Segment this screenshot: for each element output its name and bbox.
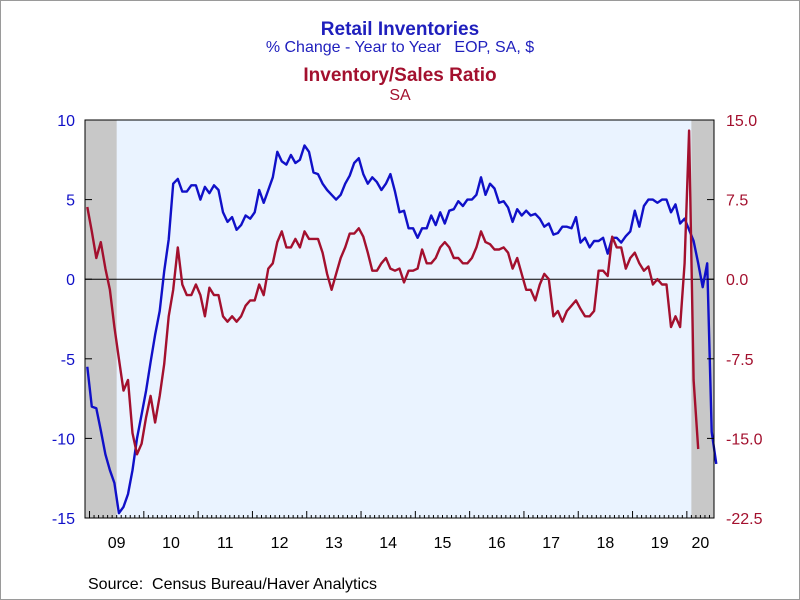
source-note: Source: Census Bureau/Haver Analytics — [88, 576, 378, 593]
plot-border — [84, 119, 715, 519]
right-y-tick-label: -7.5 — [726, 352, 754, 369]
right-y-tick-label: -15.0 — [726, 431, 763, 448]
x-tick-label: 12 — [271, 535, 289, 552]
chart-subtitle-primary: % Change - Year to Year EOP, SA, $ — [265, 39, 535, 56]
recession-band-2 — [691, 120, 714, 518]
right-y-tick-label: 7.5 — [726, 193, 748, 210]
recession-band-1 — [85, 120, 117, 518]
left-y-tick-label: 5 — [66, 193, 75, 210]
x-tick-label: 19 — [651, 535, 669, 552]
chart-title-secondary: Inventory/Sales Ratio — [303, 65, 497, 86]
right-y-tick-label: -22.5 — [726, 511, 763, 528]
x-tick-label: 14 — [379, 535, 397, 552]
series-line-2 — [86, 129, 700, 456]
right-y-tick-label: 0.0 — [726, 272, 748, 289]
left-y-tick-label: 0 — [66, 272, 75, 289]
left-y-tick-label: -10 — [52, 431, 75, 448]
x-tick-label: 18 — [596, 535, 614, 552]
x-tick-label: 10 — [162, 535, 180, 552]
x-tick-label: 17 — [542, 535, 560, 552]
x-tick-label: 15 — [434, 535, 452, 552]
left-y-tick-label: -15 — [52, 511, 75, 528]
x-tick-label: 13 — [325, 535, 343, 552]
x-tick-label: 09 — [108, 535, 126, 552]
x-tick-label: 16 — [488, 535, 506, 552]
chart-title-primary: Retail Inventories — [320, 19, 480, 40]
chart-subtitle-secondary: SA — [389, 87, 411, 104]
left-y-tick-label: -5 — [61, 352, 75, 369]
right-y-tick-label: 15.0 — [726, 113, 757, 130]
left-y-tick-label: 10 — [57, 113, 75, 130]
x-tick-label: 20 — [692, 535, 710, 552]
x-tick-label: 11 — [217, 535, 234, 552]
